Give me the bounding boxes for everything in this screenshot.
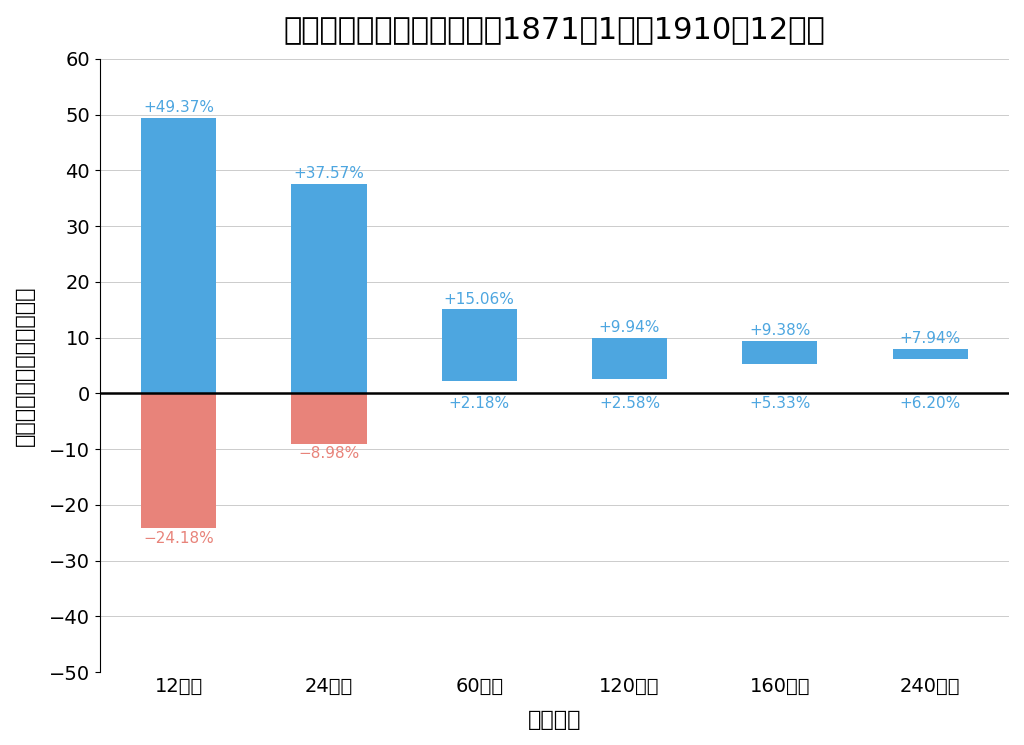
Bar <box>292 393 367 443</box>
Text: −8.98%: −8.98% <box>298 446 359 461</box>
Y-axis label: 年率平均リターンの振れ幅: 年率平均リターンの振れ幅 <box>15 285 35 446</box>
Text: +9.38%: +9.38% <box>750 323 810 338</box>
X-axis label: 投資期間: 投資期間 <box>527 710 581 730</box>
Text: +49.37%: +49.37% <box>143 101 214 115</box>
Bar <box>141 393 216 528</box>
Bar <box>592 338 667 379</box>
Bar <box>742 341 817 364</box>
Text: +37.57%: +37.57% <box>294 166 365 181</box>
Title: 一定間隔ごとの推定結果（1871年1月～1910年12月）: 一定間隔ごとの推定結果（1871年1月～1910年12月） <box>284 15 825 44</box>
Text: +9.94%: +9.94% <box>599 320 660 335</box>
Bar <box>141 118 216 393</box>
Text: +15.06%: +15.06% <box>443 291 515 307</box>
Text: +5.33%: +5.33% <box>750 396 810 411</box>
Text: +7.94%: +7.94% <box>899 332 961 346</box>
Bar <box>441 309 517 381</box>
Text: −24.18%: −24.18% <box>143 531 214 546</box>
Bar <box>893 349 968 359</box>
Bar <box>292 184 367 393</box>
Text: +2.58%: +2.58% <box>599 396 660 411</box>
Text: +2.18%: +2.18% <box>449 396 510 411</box>
Text: +6.20%: +6.20% <box>899 396 961 411</box>
